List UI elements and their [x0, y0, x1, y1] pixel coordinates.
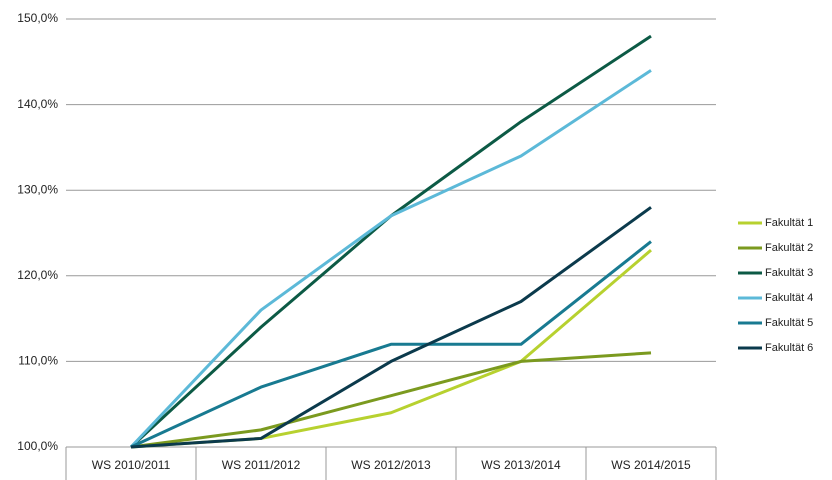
x-tick-label: WS 2010/2011	[92, 458, 171, 472]
legend-label: Fakultät 3	[765, 267, 813, 279]
legend-label: Fakultät 5	[765, 317, 813, 329]
legend-label: Fakultät 2	[765, 242, 813, 254]
series-line	[130, 351, 652, 449]
series-line	[130, 206, 652, 449]
x-tick-label: WS 2013/2014	[481, 458, 561, 472]
legend-label: Fakultät 6	[765, 342, 813, 354]
y-tick-label: 130,0%	[17, 182, 58, 196]
series-line	[130, 240, 652, 449]
y-tick-label: 140,0%	[17, 97, 58, 111]
legend-label: Fakultät 4	[765, 292, 813, 304]
y-tick-label: 120,0%	[17, 268, 58, 282]
legend-label: Fakultät 1	[765, 217, 813, 229]
series-line	[129, 34, 652, 449]
y-tick-label: 150,0%	[17, 11, 58, 25]
y-tick-label: 110,0%	[18, 354, 58, 368]
series-line	[130, 248, 652, 449]
y-tick-label: 100,0%	[17, 439, 58, 453]
x-tick-label: WS 2011/2012	[222, 458, 301, 472]
x-tick-label: WS 2012/2013	[351, 458, 431, 472]
x-tick-label: WS 2014/2015	[611, 458, 691, 472]
series-line	[129, 69, 652, 449]
